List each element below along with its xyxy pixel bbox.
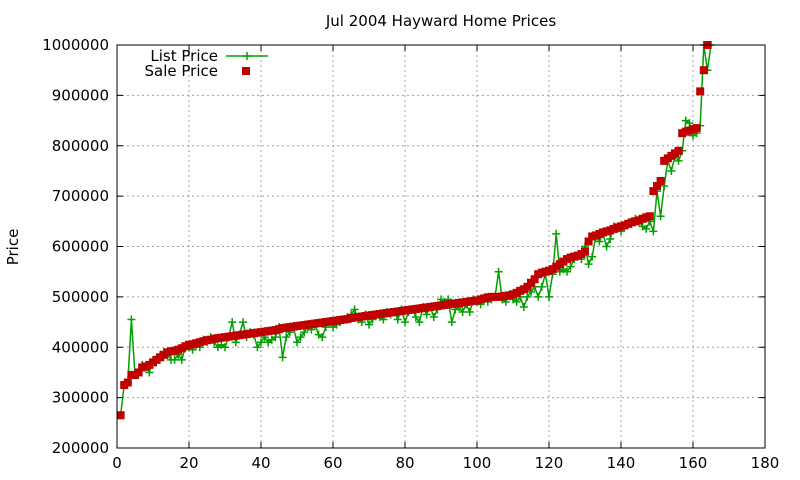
list-price-point (278, 353, 287, 362)
list-price-point (667, 166, 676, 175)
list-price-point (552, 229, 561, 238)
list-price-point (447, 318, 456, 327)
y-tick-label: 800000 (52, 137, 109, 155)
sale-price-point (674, 146, 683, 155)
sale-price-point (584, 237, 593, 246)
list-price-point (563, 267, 571, 276)
legend-label-list-price: List Price (150, 47, 218, 65)
list-price-point (350, 305, 359, 314)
legend-label-sale-price: Sale Price (145, 62, 218, 80)
x-tick-label: 100 (463, 454, 492, 472)
list-price-point (545, 292, 553, 301)
list-price-point (239, 318, 247, 327)
list-price-point (465, 307, 474, 316)
list-price-point (296, 333, 305, 342)
list-price-point (177, 355, 186, 364)
sale-price-point (649, 187, 658, 196)
list-price-point (566, 262, 575, 271)
list-price-point (228, 318, 237, 327)
chart-title: Jul 2004 Hayward Home Prices (325, 12, 556, 30)
list-price-point (606, 234, 615, 243)
list-price-point (512, 297, 521, 306)
y-tick-label: 300000 (52, 389, 109, 407)
sale-price-point (123, 378, 132, 387)
list-price-point (257, 338, 265, 347)
list-price-point (365, 320, 373, 329)
sale-price-point (699, 66, 708, 75)
plot-frame (116, 44, 766, 449)
list-price-point (588, 252, 597, 261)
sale-price-point (530, 275, 539, 284)
sale-price-point (581, 247, 589, 256)
x-tick-label: 0 (112, 454, 122, 472)
list-price-point (656, 212, 665, 221)
y-tick-label: 200000 (52, 439, 109, 457)
y-tick-label: 700000 (52, 187, 109, 205)
x-tick-label: 180 (751, 454, 780, 472)
x-tick-label: 120 (535, 454, 564, 472)
sale-price-point (116, 411, 125, 420)
list-price-point (318, 333, 327, 342)
legend-swatch-square (242, 67, 250, 75)
y-axis-label: Price (4, 229, 22, 266)
y-tick-label: 900000 (52, 86, 109, 104)
y-tick-label: 600000 (52, 238, 109, 256)
list-price-point (393, 315, 402, 324)
list-price-point (642, 224, 651, 233)
list-price-point (534, 292, 543, 301)
list-price-point (429, 313, 438, 322)
list-price-point (519, 302, 528, 311)
list-price-point (401, 318, 409, 327)
list-price-point (537, 282, 546, 291)
x-tick-label: 160 (679, 454, 708, 472)
plot-area (116, 41, 715, 420)
sale-price-point (645, 212, 654, 221)
legend-swatch-plus (243, 52, 251, 60)
list-price-point (602, 242, 611, 251)
list-price-point (674, 156, 683, 165)
y-tick-label: 500000 (52, 288, 109, 306)
list-price-point (282, 333, 291, 342)
axis-ticks: 0 20 40 60 80 100 120 140 160 180 200000 300000 4000… (42, 36, 779, 472)
sale-price-point (692, 124, 701, 133)
grid (117, 45, 765, 448)
list-price-point (221, 343, 229, 352)
list-price-point (649, 227, 658, 236)
x-tick-label: 60 (323, 454, 342, 472)
list-price-point (523, 292, 532, 301)
list-price-point (170, 355, 179, 364)
sale-price-point (653, 182, 661, 191)
sale-price-point (523, 282, 532, 291)
x-tick-label: 140 (607, 454, 636, 472)
x-tick-label: 40 (251, 454, 270, 472)
list-price-point (584, 260, 593, 269)
x-tick-label: 20 (179, 454, 198, 472)
list-price-point (293, 338, 301, 347)
y-tick-label: 400000 (52, 338, 109, 356)
sale-price-point (696, 87, 705, 96)
list-price-point (411, 313, 420, 322)
sale-price-point (134, 368, 143, 377)
list-price-point (253, 343, 262, 352)
y-tick-label: 1000000 (42, 36, 109, 54)
sale-price-point (656, 177, 665, 186)
list-price-point (458, 307, 467, 316)
list-price-point (494, 267, 503, 276)
list-price-point (415, 318, 424, 327)
list-price-point (127, 315, 136, 324)
x-tick-label: 80 (395, 454, 414, 472)
